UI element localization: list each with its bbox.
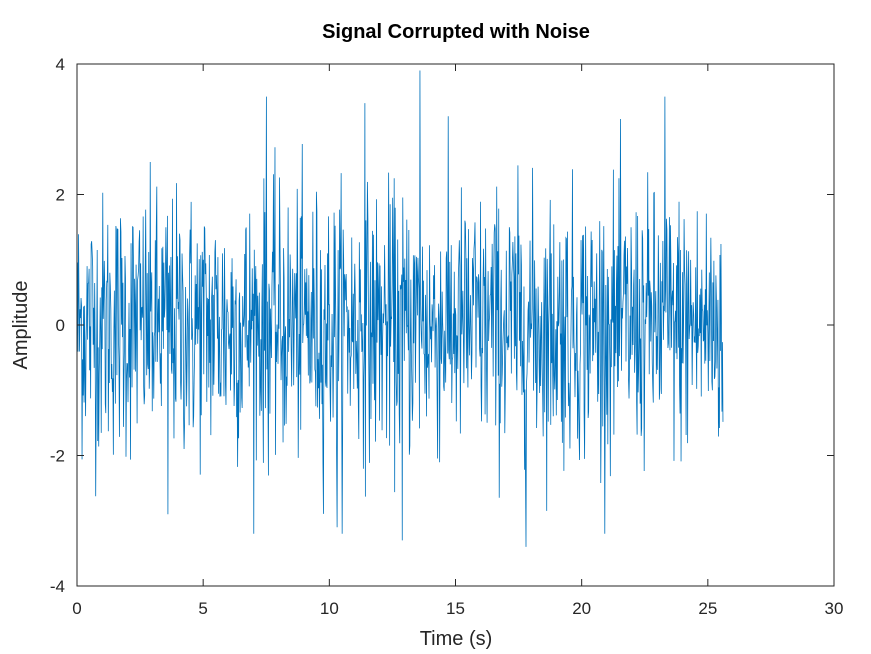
y-tick-label: 2 xyxy=(56,186,65,205)
x-tick-label: 30 xyxy=(825,599,844,618)
x-axis-ticks: 0 5 10 15 20 25 30 xyxy=(72,64,843,618)
y-axis-ticks: 4 2 0 -2 -4 xyxy=(50,55,834,596)
y-tick-label: 0 xyxy=(56,316,65,335)
x-tick-label: 0 xyxy=(72,599,81,618)
x-tick-label: 5 xyxy=(198,599,207,618)
signal-series-line xyxy=(76,70,724,547)
x-tick-label: 25 xyxy=(698,599,717,618)
y-axis-label: Amplitude xyxy=(10,281,32,370)
plot-area xyxy=(76,70,724,547)
y-tick-label: -2 xyxy=(50,447,65,466)
y-tick-label: -4 xyxy=(50,577,65,596)
x-tick-label: 15 xyxy=(446,599,465,618)
x-axis-label: Time (s) xyxy=(420,628,493,650)
x-tick-label: 10 xyxy=(320,599,339,618)
chart-title: Signal Corrupted with Noise xyxy=(322,21,590,43)
x-tick-label: 20 xyxy=(572,599,591,618)
y-tick-label: 4 xyxy=(56,55,65,74)
